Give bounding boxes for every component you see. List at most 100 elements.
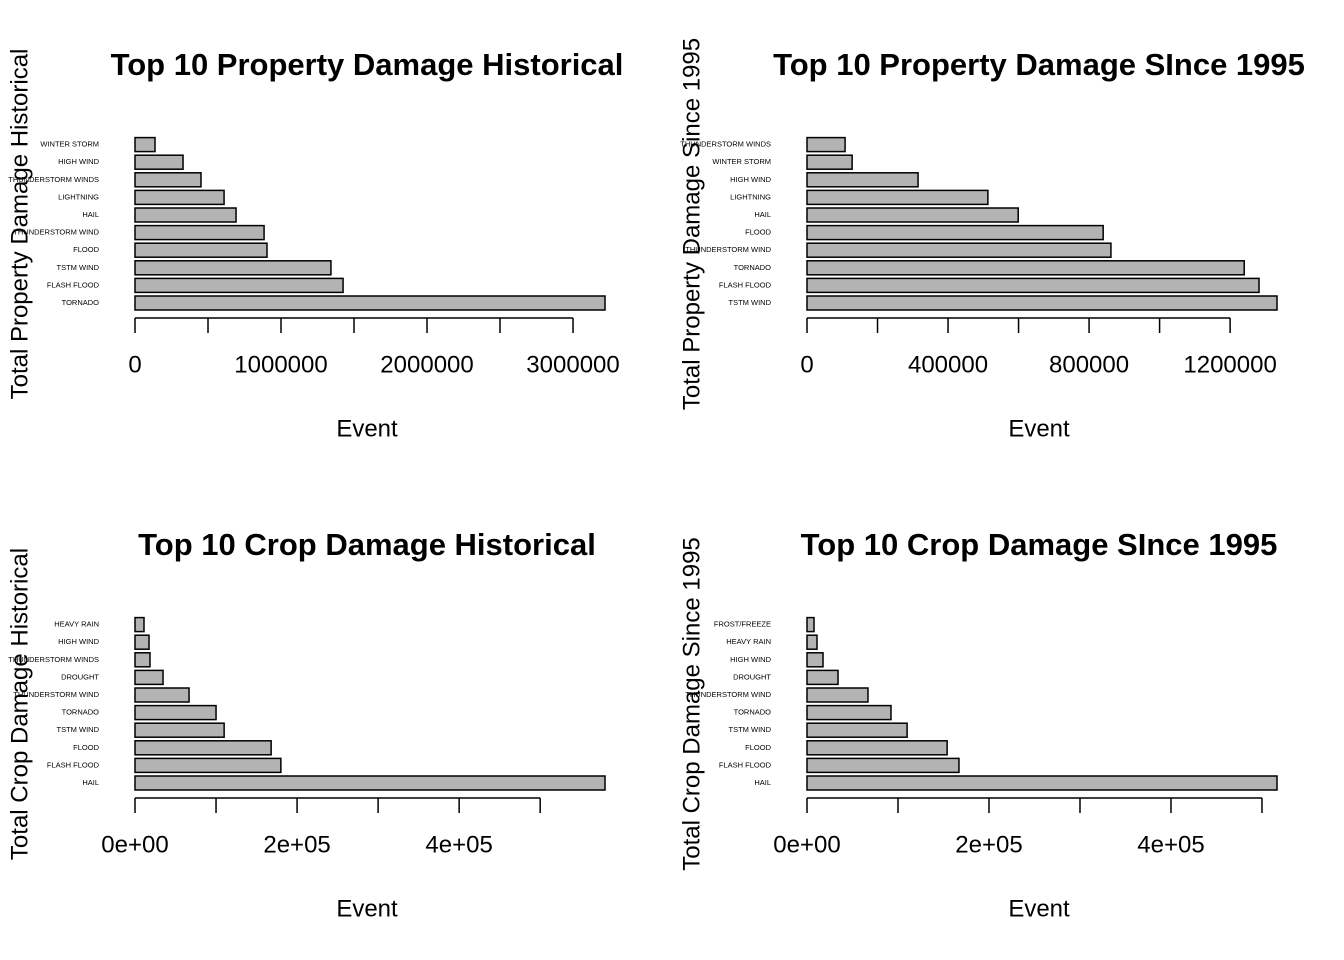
bar <box>134 757 282 774</box>
bar <box>806 136 846 153</box>
x-tick-label: 4e+05 <box>1137 831 1204 858</box>
category-label: TORNADO <box>62 708 100 717</box>
bar <box>806 295 1278 311</box>
category-label: THUNDERSTORM WIND <box>13 228 99 237</box>
bar <box>806 260 1245 276</box>
panel: Top 10 Property Damage SInce 1995 Event To… <box>678 38 1305 442</box>
category-label: THUNDERSTORM WIND <box>685 245 771 254</box>
x-tick-label: 2e+05 <box>955 831 1022 858</box>
category-label: TSTM WIND <box>729 725 772 734</box>
category-label: HAIL <box>754 210 771 219</box>
category-label: HAIL <box>82 778 99 787</box>
bar <box>134 260 332 276</box>
category-label: WINTER STORM <box>40 140 99 149</box>
panel-title: Top 10 Property Damage Historical <box>111 47 624 82</box>
category-label: FROST/FREEZE <box>714 620 771 629</box>
category-label: THUNDERSTORM WIND <box>685 690 771 699</box>
x-tick-label: 2e+05 <box>263 831 330 858</box>
category-label: TSTM WIND <box>729 298 772 307</box>
category-label: FLASH FLOOD <box>719 760 772 769</box>
y-axis-label: Total Property Damage Historical <box>6 49 33 400</box>
bar <box>134 687 190 703</box>
x-tick-label: 4e+05 <box>425 831 492 858</box>
x-tick-label: 0e+00 <box>101 831 168 858</box>
bar <box>134 172 202 188</box>
bar <box>134 652 151 668</box>
bar <box>134 722 225 738</box>
bar <box>134 242 268 258</box>
bar <box>806 277 1260 294</box>
x-tick-label: 3000000 <box>526 351 619 378</box>
category-label: TORNADO <box>62 298 100 307</box>
x-axis-label: Event <box>336 415 398 442</box>
category-label: HEAVY RAIN <box>54 620 99 629</box>
category-label: HIGH WIND <box>730 655 771 664</box>
category-label: THUNDERSTORM WINDS <box>8 175 99 184</box>
bar <box>806 189 989 206</box>
bar <box>134 704 217 721</box>
x-tick-label: 0 <box>128 351 141 378</box>
category-label: FLOOD <box>745 743 771 752</box>
x-tick-label: 0 <box>800 351 813 378</box>
bar <box>134 136 156 153</box>
category-label: LIGHTNING <box>730 192 771 201</box>
category-label: DROUGHT <box>733 672 771 681</box>
y-axis-label: Total Property Damage Since 1995 <box>678 38 705 410</box>
category-label: DROUGHT <box>61 672 99 681</box>
x-tick-label: 800000 <box>1049 351 1129 378</box>
category-label: HIGH WIND <box>730 175 771 184</box>
x-tick-label: 0e+00 <box>773 831 840 858</box>
bar <box>134 616 145 633</box>
y-axis-label: Total Crop Damage Historical <box>6 548 33 860</box>
category-label: HAIL <box>754 778 771 787</box>
x-axis-label: Event <box>1008 895 1070 922</box>
panel: Top 10 Crop Damage SInce 1995 Event Total … <box>678 527 1278 922</box>
category-label: HEAVY RAIN <box>726 637 771 646</box>
category-label: HIGH WIND <box>58 637 99 646</box>
category-label: THUNDERSTORM WINDS <box>680 140 771 149</box>
category-label: TORNADO <box>734 263 772 272</box>
bar <box>806 634 818 650</box>
category-label: FLASH FLOOD <box>719 280 772 289</box>
category-label: FLASH FLOOD <box>47 280 100 289</box>
category-label: TSTM WIND <box>57 263 100 272</box>
category-label: FLOOD <box>73 245 99 254</box>
bar <box>806 704 892 721</box>
bar <box>806 224 1104 241</box>
bar <box>806 722 908 738</box>
panel-title: Top 10 Property Damage SInce 1995 <box>773 47 1305 82</box>
bar <box>806 616 815 633</box>
y-axis-label: Total Crop Damage Since 1995 <box>678 537 705 871</box>
bar <box>806 740 948 756</box>
bar <box>806 154 853 170</box>
bar <box>134 740 272 756</box>
category-label: THUNDERSTORM WIND <box>13 690 99 699</box>
bar <box>134 775 606 791</box>
category-label: HIGH WIND <box>58 157 99 166</box>
bar <box>806 172 919 188</box>
x-tick-label: 400000 <box>908 351 988 378</box>
bar <box>806 757 960 774</box>
bar <box>806 207 1019 223</box>
bar <box>806 242 1112 258</box>
category-label: TSTM WIND <box>57 725 100 734</box>
bar <box>806 775 1278 791</box>
bar <box>806 652 824 668</box>
panel-title: Top 10 Crop Damage SInce 1995 <box>801 527 1278 562</box>
category-label: FLOOD <box>73 743 99 752</box>
category-label: FLASH FLOOD <box>47 760 100 769</box>
category-label: LIGHTNING <box>58 192 99 201</box>
category-label: WINTER STORM <box>712 157 771 166</box>
bar <box>806 687 869 703</box>
panel-title: Top 10 Crop Damage Historical <box>138 527 596 562</box>
category-label: THUNDERSTORM WINDS <box>8 655 99 664</box>
bar <box>134 295 606 311</box>
x-tick-label: 2000000 <box>380 351 473 378</box>
bar <box>134 277 344 294</box>
x-axis-label: Event <box>1008 415 1070 442</box>
bar <box>806 669 839 686</box>
bar <box>134 207 237 223</box>
panel: Top 10 Crop Damage Historical Event Total … <box>6 527 606 922</box>
bar <box>134 154 184 170</box>
